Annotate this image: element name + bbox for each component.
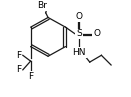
Text: HN: HN [72,48,86,57]
Text: S: S [76,29,82,39]
Text: F: F [16,65,21,74]
Text: Br: Br [37,1,47,10]
Text: O: O [93,29,100,39]
Text: F: F [28,72,33,81]
Text: F: F [16,51,21,60]
Text: O: O [76,12,83,21]
